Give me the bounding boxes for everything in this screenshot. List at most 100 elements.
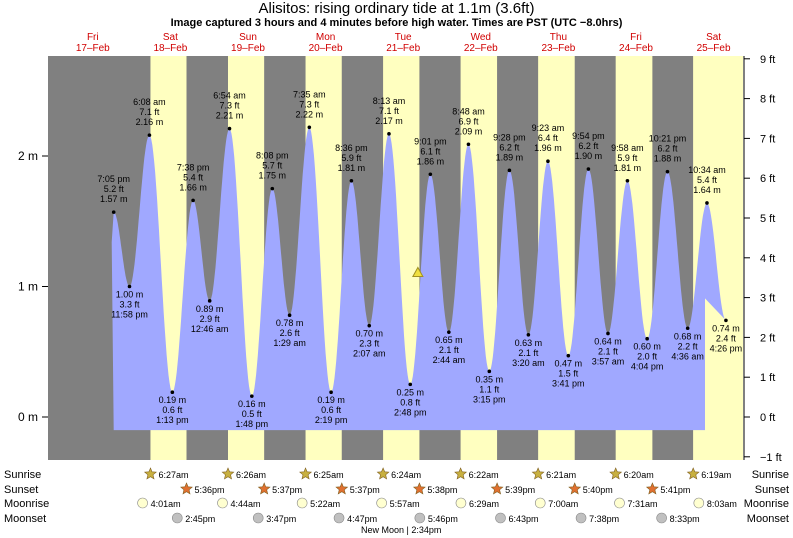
high-tide-label: 5.9 ft [617,153,638,163]
right-axis-label: 9 ft [760,54,775,66]
right-axis-label: 8 ft [760,94,775,106]
day-of-week-label: Fri [87,32,99,43]
date-label: 20–Feb [309,43,343,54]
moonset-icon [252,512,264,524]
moonrise-time: 7:00am [548,499,578,509]
high-tide-label: 7:35 am [293,89,326,99]
moonset-row-label-right: Moonset [747,513,789,525]
low-tide-label: 1:48 pm [236,419,269,429]
high-tide-label: 1.64 m [693,185,721,195]
tide-point [387,132,391,136]
sunrise-time: 6:19am [701,470,731,480]
high-tide-label: 5.4 ft [697,175,718,185]
moonrise-icon [693,497,705,509]
tide-point [408,382,413,387]
high-tide-label: 10:34 am [688,165,726,175]
high-tide-label: 9:58 am [611,143,644,153]
moonrise-icon [455,497,467,509]
high-tide-label: 6.1 ft [420,146,441,156]
moonset-time: 8:33pm [670,514,700,524]
sunset-time: 5:41pm [660,485,690,495]
star-icon [609,467,623,480]
low-tide-label: 0.19 m [159,395,187,405]
low-tide-label: 12:46 am [191,324,229,334]
day-of-week-label: Sat [163,32,178,43]
moonset-time: 6:43pm [509,514,539,524]
star-icon [143,467,157,480]
sunrise-time: 6:21am [546,470,576,480]
high-tide-label: 1.81 m [338,163,366,173]
high-tide-label: 1.81 m [614,163,642,173]
moonset-icon [656,512,667,524]
low-tide-label: 0.35 m [476,374,504,384]
moonset-time: 2:45pm [185,514,215,524]
tide-point [287,313,292,318]
right-axis-label: 4 ft [760,253,775,265]
moonset-icon [495,512,506,524]
high-tide-label: 1.86 m [417,156,445,166]
left-axis-label: 1 m [18,280,38,294]
high-tide-label: 6.2 ft [499,142,520,152]
tide-point [428,172,433,177]
high-tide-label: 9:01 pm [414,136,447,146]
moonrise-time: 4:01am [151,499,181,509]
tide-point [586,167,591,171]
high-tide-label: 6:54 am [213,91,246,101]
star-icon [686,467,700,480]
tide-point [250,394,254,398]
tide-point [487,369,492,374]
day-of-week-label: Sun [239,32,257,43]
high-tide-label: 1.75 m [259,171,287,181]
moonset-time: 7:38pm [589,514,619,524]
high-tide-label: 6.2 ft [578,141,599,151]
moonrise-time: 8:03am [707,499,737,509]
tide-point [227,126,232,131]
star-icon [180,482,193,495]
right-axis-label: 3 ft [760,293,775,305]
low-tide-label: 2:48 pm [394,407,427,417]
high-tide-label: 1.90 m [575,151,603,161]
high-tide-label: 8:48 am [452,106,485,116]
sunrise-time: 6:27am [158,470,188,480]
high-tide-label: 1.88 m [654,154,682,164]
high-tide-label: 7:05 pm [97,174,130,184]
star-icon [490,482,504,495]
low-tide-label: 2:07 am [353,349,386,359]
low-tide-label: 0.89 m [196,304,224,314]
tide-curve [111,127,726,431]
tide-point [367,323,372,328]
sunrise-time: 6:22am [469,470,499,480]
low-tide-label: 2.1 ft [598,346,619,356]
date-label: 18–Feb [153,43,187,54]
date-label: 17–Feb [76,43,110,54]
moonrise-row-label-right: Moonrise [744,498,789,510]
low-tide-label: 3:20 am [512,358,545,368]
low-tide-label: 0.65 m [435,335,463,345]
high-tide-label: 8:36 pm [335,143,368,153]
moonrise-time: 6:29am [469,499,499,509]
sunset-time: 5:37pm [350,485,380,495]
date-label: 24–Feb [619,43,653,54]
low-tide-label: 3.3 ft [119,300,140,310]
tide-point [546,159,550,164]
sunset-row-label-left: Sunset [4,484,38,496]
low-tide-label: 2.6 ft [280,328,301,338]
right-axis-label: 1 ft [760,372,775,384]
high-tide-label: 1.96 m [534,143,562,153]
high-tide-label: 7.1 ft [379,106,400,116]
low-tide-label: 1.1 ft [479,384,500,394]
current-tide-marker [412,266,424,277]
tide-point [127,284,132,289]
low-tide-label: 0.25 m [396,387,424,397]
tide-point [147,133,152,137]
date-label: 19–Feb [231,43,265,54]
tide-point [307,125,312,130]
low-tide-label: 2.1 ft [518,348,539,358]
high-tide-label: 2.16 m [136,117,164,127]
high-tide-label: 6.4 ft [538,133,559,143]
low-tide-label: 0.16 m [238,399,266,409]
date-label: 22–Feb [464,43,498,54]
moonrise-time: 4:44am [231,499,261,509]
high-tide-label: 9:28 pm [493,132,526,142]
